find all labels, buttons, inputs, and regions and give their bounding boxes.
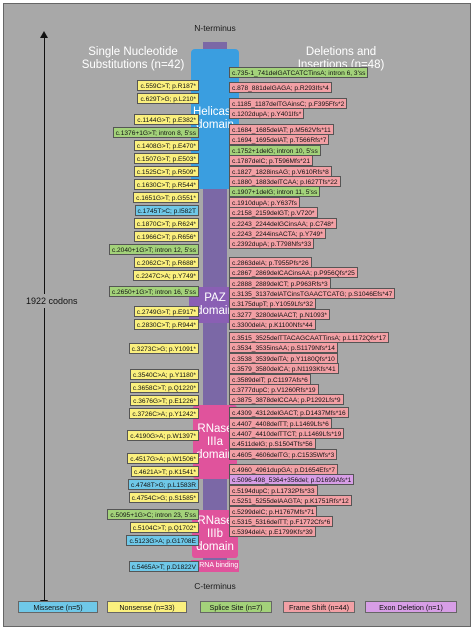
substitution-label: c.1144G>T; p.E382* [134,114,199,125]
dsrna-binding-domain: dsRNA binding [191,560,239,572]
helicase-domain-line2: domain [196,119,234,131]
indel-label: c.2392dupA; p.T798Nfs*33 [229,238,315,250]
helicase-domain-line1: Helicase [192,106,238,118]
substitution-label: c.1525C>T; p.R509* [133,166,199,177]
indel-label: c.3277_3280delAACT; p.N1093* [229,308,330,320]
ruler-arrow-up-icon [40,31,48,38]
substitution-label: c.1966C>T; p.R656* [133,231,199,242]
substitution-label: c.2062C>T; p.R688* [133,257,199,268]
legend-item-frame: Frame Shift (n=44) [283,601,355,613]
substitution-label: c.1870C>T; p.R624* [133,218,199,229]
indel-label: c.3534_3535insAA; p.S1179Nfs*14 [229,342,338,354]
indel-label: c.3135_3137delATCinsTGAACTCATG; p.S1046E… [229,288,396,299]
indel-label: c.5194dupC; p.L1732Pfs*33 [229,484,318,496]
indel-label: c.2158_2159delGT; p.V720* [229,207,318,219]
indel-label: c.5096-498_5364+356del; p.D1699Afs*1 [229,474,355,486]
legend-item-exon: Exon Deletion (n=1) [365,601,457,613]
substitution-label: c.4621A>T; p.K1541* [130,466,199,477]
left-title: Single Nucleotide Substitutions (n=42) [58,46,208,72]
indel-label: c.4407_4410delTTCT; p.L1469Lfs*19 [229,428,345,439]
substitution-label: c.2247C>A; p.Y749* [133,270,199,281]
rnase3b-domain-line1: RNase IIIb [197,514,233,540]
indel-label: c.1185_1187delTGAinsC; p.F395Ffs*2 [229,97,348,109]
substitution-label: c.1651G>T; p.G551* [133,192,199,203]
indel-label: c.2888_2889delCT; p.P963Rfs*3 [229,277,331,289]
indel-label: c.5251_5255delAAGTA; p.K1751Rfs*12 [229,495,352,507]
codon-count-label: 1922 codons [26,294,78,308]
indel-label: c.1752+1delG; intron 10, 5'ss [229,144,321,156]
substitution-label: c.3676G>T; p.E1226* [130,395,199,406]
substitution-label: c.1376+1G>T; intron 8, 5'ss [112,127,199,138]
indel-label: c.2863delA; p.T955Pfs*26 [229,256,312,268]
substitution-label: c.1408G>T; p.E470* [133,140,199,151]
indel-label: c.2243_2244delGCinsAA; p.C748* [229,217,337,229]
indel-label: c.4407_4408delTT; p.L1469Lfs*6 [229,417,332,429]
indel-label: c.1684_1685delAT; p.M562Vfs*11 [229,124,334,135]
indel-label: c.3538_3539delTA; p.Y1180Qfs*10 [229,352,338,364]
indel-label: c.1907+1delG; intron 11, 5'ss [229,186,321,198]
indel-label: c.4309_4312delGACT; p.D1437Mfs*16 [229,407,349,419]
indel-label: c.5394delA; p.E1799Kfs*39 [229,526,316,538]
indel-label: c.4960_4961dupGA; p.D1654Efs*7 [229,464,339,475]
indel-label: c.3875_3878delCCAA; p.P1292Lfs*9 [229,394,344,406]
substitution-label: c.1507G>T; p.E503* [133,153,199,164]
substitution-label: c.2650+1G>T; intron 16, 5'ss [108,286,199,297]
substitution-label: c.2040+1G>T; intron 12, 5'ss [108,244,199,255]
length-ruler [44,36,45,602]
substitution-label: c.3658C>T; p.Q1220* [129,382,199,393]
indel-label: c.3777dupC; p.V1260Rfs*19 [229,384,319,395]
indel-label: c.2243_2244insACTA; p.Y749* [229,228,326,239]
indel-label: c.3515_3525delTTACAGCAATTinsA; p.L1172Qf… [229,332,390,343]
substitution-label: c.3726C>A; p.Y1242* [129,408,199,419]
substitution-label: c.3540C>A; p.Y1180* [129,369,199,380]
indel-label: c.1694_1695delAT; p.T566Rfs*7 [229,134,330,146]
legend-item-missense: Missense (n=5) [18,601,98,613]
substitution-label: c.4517G>A; p.W1506* [127,453,199,464]
indel-label: c.4605_4606delTG; p.C1535Wfs*3 [229,448,338,460]
indel-label: c.1202dupA; p.Y401Ifs* [229,108,305,119]
substitution-label: c.1745T>C; p.I582T [134,205,199,216]
substitution-label: c.5104C>T; p.Q1702* [129,522,199,533]
substitution-label: c.3273C>G; p.Y1091* [128,343,199,354]
indel-label: c.1787delC; p.T596Mfs*21 [229,155,314,167]
rnase3a-domain-line1: RNase IIIa [197,422,233,448]
diagram-panel: Single Nucleotide Substitutions (n=42) D… [3,3,471,627]
substitution-label: c.2749G>T; p.E917* [133,306,199,317]
legend-item-splice: Splice Site (n=7) [200,601,272,613]
substitution-label: c.629T>G; p.L210* [137,93,199,104]
indel-label: c.3589delT; p.C1197Afs*6 [229,373,311,385]
substitution-label: c.4754C>G; p.S1585* [128,492,199,503]
indel-label: c.3300delA; p.K1100Nfs*44 [229,319,316,331]
indel-label: c.4511delG; p.S1504Tfs*56 [229,438,316,450]
substitution-label: c.2830C>T; p.R944* [133,319,199,330]
substitution-label: c.5095+1G>C; intron 23, 5'ss [107,509,199,520]
indel-label: c.1880_1883delTCAA; p.I627Tfs*22 [229,176,341,187]
indel-label: c.735-1_741delGATCATCTinsA; intron 6, 3'… [229,67,369,79]
indel-label: c.878_881delGAGA; p.R293Ifs*4 [229,81,332,93]
indel-label: c.3175dupT; p.Y1059Lfs*32 [229,298,317,310]
rnase3a-domain-line2: domain [196,448,234,461]
substitution-label: c.5123G>A; p.G1708E [126,535,199,546]
indel-label: c.3579_3580delCA; p.N1193Kfs*41 [229,363,339,375]
substitution-label: c.1630C>T; p.R544* [133,179,199,190]
indel-label: c.1910dupA; p.Y637fs [229,196,300,208]
indel-label: c.5315_5316delTT; p.F1772Cfs*6 [229,516,334,527]
n-terminus-label: N-terminus [194,23,236,33]
indel-label: c.2867_2869delCACinsAA; p.P956Qfs*25 [229,267,358,279]
indel-label: c.5299delC; p.H1767Mfs*71 [229,505,318,517]
rnase3b-domain-line2: domain [196,540,234,553]
substitution-label: c.4748T>G; p.L1583R [127,479,199,490]
substitution-label: c.5465A>T; p.D1822V [128,561,199,572]
substitution-label: c.559C>T; p.R187* [137,80,199,91]
legend-item-nonsense: Nonsense (n=33) [107,601,187,613]
indel-label: c.1827_1828insAG; p.V610Rfs*8 [229,165,332,177]
left-title-line2: Substitutions (n=42) [81,59,185,71]
left-title-line1: Single Nucleotide [88,46,178,58]
right-title-line1: Deletions and [305,46,377,58]
substitution-label: c.4190G>A; p.W1397* [127,430,199,441]
c-terminus-label: C-terminus [194,581,236,591]
